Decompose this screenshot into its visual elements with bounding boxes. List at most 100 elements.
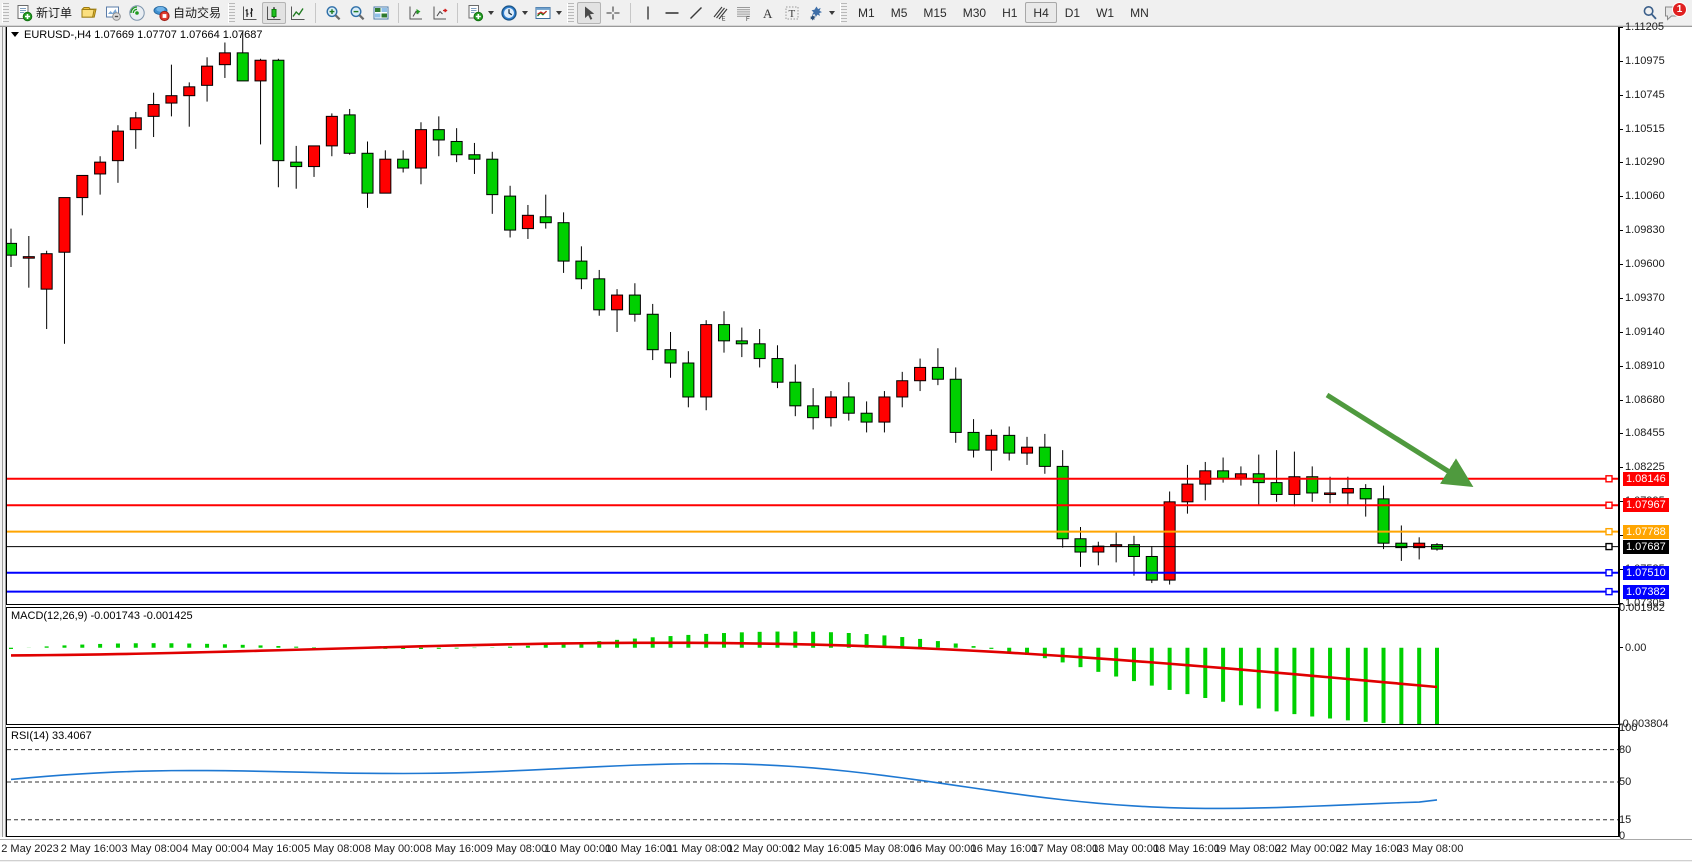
- price-label-support-1[interactable]: 1.07510: [1623, 565, 1669, 580]
- timeframe-m5[interactable]: M5: [890, 5, 908, 20]
- equidistant-channel-button[interactable]: E: [708, 2, 732, 24]
- toolbar-grip-4[interactable]: [840, 2, 848, 23]
- search-button[interactable]: [1638, 2, 1662, 24]
- profiles-icon: [106, 6, 121, 21]
- candlestick-chart-button[interactable]: [262, 1, 287, 24]
- macd-title: MACD(12,26,9) -0.001743 -0.001425: [11, 610, 193, 622]
- autotrading-button[interactable]: 自动交易: [149, 2, 226, 24]
- price-axis[interactable]: 1.11205 1.10975 1.10745 1.10515 1.10290 1.100…: [1619, 21, 1692, 842]
- price-tick: 1.09140: [1619, 326, 1665, 338]
- price-label-resistance-1[interactable]: 1.08146: [1623, 471, 1669, 486]
- templates-caret-icon[interactable]: [556, 10, 563, 15]
- time-tick: 11 May 08:00: [666, 843, 733, 855]
- toolbar-divider-4: [630, 2, 632, 23]
- toolbar-grip-2[interactable]: [228, 2, 236, 23]
- time-axis[interactable]: 2 May 2023 2 May 16:00 3 May 08:00 4 May 00…: [0, 839, 1692, 859]
- time-tick: 23 May 08:00: [1396, 843, 1464, 855]
- zoom-in-icon: [326, 5, 341, 20]
- trend-arrow-overlay[interactable]: [7, 27, 1618, 603]
- price-label-resistance-2[interactable]: 1.07967: [1623, 498, 1669, 513]
- timeframe-h1[interactable]: H1: [1002, 5, 1018, 20]
- zoom-in-button[interactable]: [321, 2, 345, 24]
- symbol-header-text: EURUSD-,H4 1.07669 1.07707 1.07664 1.076…: [24, 29, 263, 41]
- auto-scroll-icon: [433, 6, 448, 19]
- time-tick: 18 May 16:00: [1153, 843, 1220, 855]
- price-label-pivot[interactable]: 1.07788: [1623, 524, 1669, 539]
- chart-window: EURUSD-,H4 1.07669 1.07707 1.07664 1.076…: [0, 21, 1692, 862]
- data-window-button[interactable]: [369, 2, 393, 24]
- rsi-tick: 50: [1619, 776, 1632, 788]
- folder-button[interactable]: [77, 2, 101, 24]
- time-tick: 16 May 16:00: [970, 843, 1038, 855]
- period-caret-icon[interactable]: [522, 10, 529, 15]
- price-tick: 1.08910: [1619, 360, 1665, 372]
- candlestick-chart-icon: [267, 6, 281, 20]
- cursor-button[interactable]: [577, 1, 602, 24]
- period-button[interactable]: [497, 2, 531, 24]
- new-order-button[interactable]: 新订单: [12, 2, 77, 24]
- price-tick: 1.07305: [1619, 597, 1665, 609]
- indicators-button[interactable]: [463, 2, 497, 24]
- text-label-button[interactable]: T: [780, 2, 804, 24]
- price-pane[interactable]: EURUSD-,H4 1.07669 1.07707 1.07664 1.076…: [6, 27, 1619, 605]
- time-tick: 10 May 16:00: [605, 843, 673, 855]
- price-tick: 1.10515: [1619, 123, 1665, 135]
- line-chart-icon: [291, 6, 305, 20]
- zoom-out-button[interactable]: [345, 2, 369, 24]
- indicators-caret-icon[interactable]: [488, 10, 495, 15]
- price-label-current-price[interactable]: 1.07687: [1623, 539, 1669, 554]
- objects-button[interactable]: [804, 2, 838, 24]
- timeframe-m1[interactable]: M1: [858, 5, 875, 20]
- chart-left-rail: [0, 27, 6, 837]
- timeframe-mn[interactable]: MN: [1130, 5, 1149, 20]
- toolbar-grip-3[interactable]: [567, 2, 575, 23]
- time-tick: 4 May 16:00: [243, 843, 304, 855]
- horizontal-line-icon: [665, 11, 679, 14]
- price-tick: 1.09600: [1619, 258, 1665, 270]
- time-tick: 9 May 08:00: [486, 843, 548, 855]
- price-tick: 1.08225: [1619, 461, 1665, 473]
- templates-button[interactable]: [531, 2, 565, 24]
- trendline-button[interactable]: [684, 2, 708, 24]
- time-tick: 18 May 00:00: [1092, 843, 1159, 855]
- timeframe-w1[interactable]: W1: [1096, 5, 1115, 20]
- period-icon: [501, 4, 517, 21]
- rsi-tick: 15: [1619, 813, 1632, 826]
- toolbar-grip[interactable]: [2, 2, 9, 23]
- alerts-count: 1: [1672, 1, 1687, 17]
- trendline-icon: [690, 6, 703, 19]
- timeframe-m15[interactable]: M15: [923, 5, 947, 20]
- rsi-pane[interactable]: RSI(14) 33.4067: [6, 727, 1619, 837]
- objects-icon: [810, 6, 823, 21]
- chart-shift-button[interactable]: [404, 2, 428, 24]
- timeframe-m30[interactable]: M30: [962, 5, 987, 20]
- time-tick: 12 May 16:00: [787, 843, 855, 855]
- rsi-title: RSI(14) 33.4067: [11, 730, 92, 742]
- autotrading-icon: [153, 5, 170, 21]
- bar-chart-button[interactable]: [238, 2, 262, 24]
- alerts-button[interactable]: 1: [1662, 1, 1687, 23]
- text-button[interactable]: A: [756, 2, 780, 24]
- rsi-tick: 0: [1619, 830, 1626, 842]
- symbol-dropdown-icon[interactable]: [11, 32, 19, 37]
- price-label-support-2[interactable]: 1.07382: [1623, 584, 1669, 599]
- symbol-header: EURUSD-,H4 1.07669 1.07707 1.07664 1.076…: [11, 29, 263, 41]
- auto-scroll-button[interactable]: [428, 2, 452, 24]
- objects-caret-icon[interactable]: [829, 10, 836, 15]
- timeframe-h4[interactable]: H4: [1025, 2, 1057, 23]
- crosshair-button[interactable]: [601, 2, 625, 24]
- time-tick: 10 May 00:00: [544, 843, 612, 855]
- fibonacci-button[interactable]: F: [732, 2, 756, 24]
- profiles-button[interactable]: [101, 2, 125, 24]
- line-chart-button[interactable]: [286, 2, 310, 24]
- vertical-line-button[interactable]: [636, 2, 660, 24]
- toolbar-divider-2: [398, 2, 400, 23]
- timeframe-d1[interactable]: D1: [1064, 5, 1081, 20]
- horizontal-line-button[interactable]: [660, 2, 684, 24]
- signals-button[interactable]: [125, 2, 149, 24]
- rsi-tick: 80: [1619, 743, 1632, 756]
- price-tick: 1.10060: [1619, 190, 1665, 202]
- price-tick: 1.08680: [1619, 394, 1665, 406]
- macd-tick: -0.003804: [1619, 718, 1669, 730]
- macd-pane[interactable]: MACD(12,26,9) -0.001743 -0.001425: [6, 607, 1619, 725]
